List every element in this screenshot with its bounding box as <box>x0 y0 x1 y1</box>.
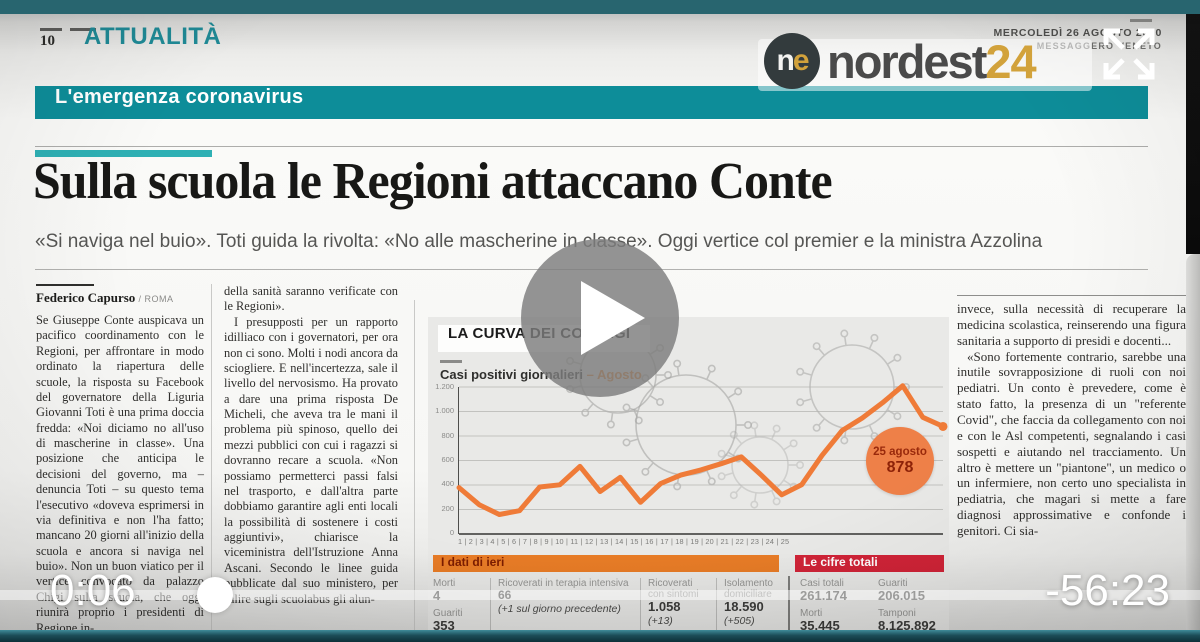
body-text: I presupposti per un rapporto idilliaco … <box>224 314 398 606</box>
body-text: della sanità saranno verificate con le R… <box>224 284 398 314</box>
stat-tamponi: Tamponi 8.125.892 <box>878 608 936 633</box>
watermark-name: nordest <box>827 34 987 88</box>
line-chart-svg <box>456 383 948 535</box>
x-axis-labels: 1 | 2 | 3 | 4 | 5 | 6 | 7 | 8 | 9 | 10 |… <box>458 537 790 546</box>
stats-divider <box>716 578 717 634</box>
play-icon <box>581 281 645 355</box>
totals-divider <box>788 576 790 636</box>
coronavirus-banner: L'emergenza coronavirus <box>35 86 1148 119</box>
y-axis-labels: 1.200 1.000 800 600 400 200 0 <box>435 382 454 537</box>
site-top-bar <box>0 0 1200 14</box>
stats-divider <box>490 578 491 634</box>
page-edge-shadow <box>1186 14 1200 254</box>
body-text: invece, sulla necessità di recuperare la… <box>957 301 1186 348</box>
column-3-top-rule <box>957 295 1186 296</box>
watermark-number: 24 <box>985 34 1036 88</box>
body-text: Se Giuseppe Conte auspicava un pacifico … <box>36 313 204 635</box>
stat-morti-totali: Morti 35.445 <box>800 608 840 633</box>
stat-isolamento: Isolamento domiciliare 18.590 (+505) <box>724 578 773 627</box>
column-divider <box>414 300 415 640</box>
chart-title-dash <box>440 360 462 363</box>
byline: Federico Capurso / ROMA <box>36 290 204 306</box>
player-bottom-bar <box>0 630 1200 642</box>
byline-rule <box>36 284 94 286</box>
chart-callout-badge: 25 agosto 878 <box>866 427 934 495</box>
fullscreen-button[interactable] <box>1100 25 1158 83</box>
fullscreen-expand-icon <box>1103 28 1155 80</box>
banner-label: L'emergenza coronavirus <box>55 86 304 108</box>
headline-accent-bar <box>35 150 212 157</box>
byline-author: Federico Capurso <box>36 290 136 305</box>
byline-place: / ROMA <box>138 294 174 304</box>
header-dash <box>1130 19 1152 22</box>
article-column-2: della sanità saranno verificate con le R… <box>224 284 398 607</box>
paper-name: MESSAGGERO VENETO <box>1036 41 1162 51</box>
page-number: 10 <box>40 33 55 49</box>
stat-ricoverati-sintomi: Ricoverati con sintomi 1.058 (+13) <box>648 578 699 627</box>
current-time: 0:06 <box>50 566 136 615</box>
subhead: «Si naviga nel buio». Toti guida la rivo… <box>35 231 1043 252</box>
seek-handle-dot[interactable] <box>197 577 233 613</box>
section-title: ATTUALITÀ <box>84 23 222 50</box>
daily-cases-line-chart <box>456 383 948 535</box>
totals-banner: Le cifre totali <box>795 555 944 572</box>
article-column-1: Federico Capurso / ROMA Se Giuseppe Cont… <box>36 284 204 636</box>
stats-divider <box>640 578 641 634</box>
stat-guariti: Guariti 353 <box>433 608 463 633</box>
header-dash <box>70 28 96 31</box>
daily-stats-banner: I dati di ieri <box>433 555 779 572</box>
rule-above-headline <box>35 146 1148 147</box>
play-button[interactable] <box>521 239 679 397</box>
column-divider <box>211 284 212 640</box>
body-text: «Sono fortemente contrario, sarebbe una … <box>957 348 1186 539</box>
header-dash <box>40 28 62 31</box>
seek-bar[interactable] <box>0 590 1200 600</box>
page-curl-edge <box>1186 254 1200 642</box>
remaining-time: -56:23 <box>1045 566 1170 615</box>
headline: Sulla scuola le Regioni attaccano Conte <box>33 153 833 210</box>
article-column-3: invece, sulla necessità di recuperare la… <box>957 301 1186 539</box>
